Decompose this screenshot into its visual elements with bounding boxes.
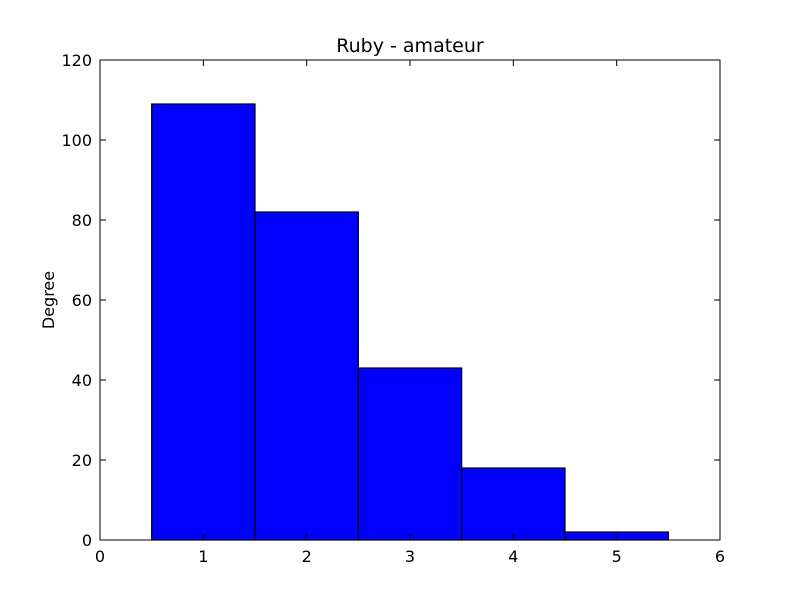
y-tick-label: 100 (61, 131, 92, 150)
bar-1 (151, 103, 256, 541)
y-tick-label: 0 (82, 531, 92, 550)
x-tick-label: 2 (302, 547, 312, 566)
x-tick-label: 5 (612, 547, 622, 566)
chart-title: Ruby - amateur (336, 35, 484, 57)
x-tick-label: 1 (198, 547, 208, 566)
x-tick-label: 4 (508, 547, 518, 566)
bar-3 (357, 367, 463, 541)
x-tick-label: 0 (95, 547, 105, 566)
x-axis-ticks: 0 1 2 3 4 5 6 (95, 60, 725, 566)
y-tick-label: 40 (72, 371, 92, 390)
bar-4 (461, 467, 566, 541)
bars-group (151, 103, 669, 541)
y-tick-label: 60 (72, 291, 92, 310)
bar-2 (254, 211, 359, 541)
y-axis-ticks: 0 20 40 60 80 100 120 (61, 51, 720, 550)
y-axis-label: Degree (39, 271, 58, 329)
x-tick-label: 6 (715, 547, 725, 566)
x-tick-label: 3 (405, 547, 415, 566)
y-tick-label: 20 (72, 451, 92, 470)
y-tick-label: 80 (72, 211, 92, 230)
y-tick-label: 120 (61, 51, 92, 70)
